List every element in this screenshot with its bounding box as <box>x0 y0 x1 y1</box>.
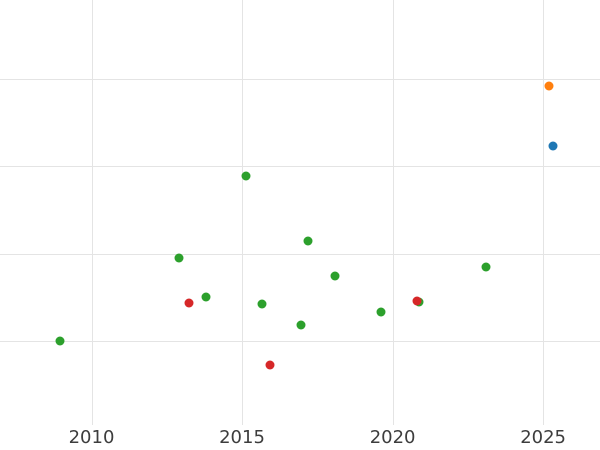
x-tick-label: 2015 <box>219 427 265 448</box>
data-point-orange <box>544 81 554 91</box>
data-point-green <box>174 253 184 263</box>
gridline-x <box>543 0 545 425</box>
data-point-green <box>330 271 340 280</box>
data-point-green <box>296 320 305 330</box>
data-point-green <box>303 236 313 245</box>
gridline-x <box>91 0 93 425</box>
gridline-y <box>0 341 600 342</box>
data-point-red <box>265 360 275 370</box>
data-point-blue <box>548 141 558 151</box>
gridline-x <box>242 0 243 425</box>
gridline-y <box>0 253 600 255</box>
gridline-x <box>392 0 394 425</box>
data-point-green <box>481 262 491 272</box>
gridline-y <box>0 166 600 168</box>
data-point-green <box>241 171 251 181</box>
data-point-green <box>257 299 267 309</box>
data-point-red <box>184 298 194 308</box>
data-point-red <box>412 296 422 306</box>
gridline-y <box>0 78 600 80</box>
x-tick-label: 2025 <box>520 427 566 448</box>
data-point-green <box>376 307 386 317</box>
data-point-green <box>201 292 211 301</box>
x-tick-label: 2010 <box>68 427 115 448</box>
x-tick-label: 2020 <box>369 427 416 448</box>
data-point-green <box>55 336 65 346</box>
